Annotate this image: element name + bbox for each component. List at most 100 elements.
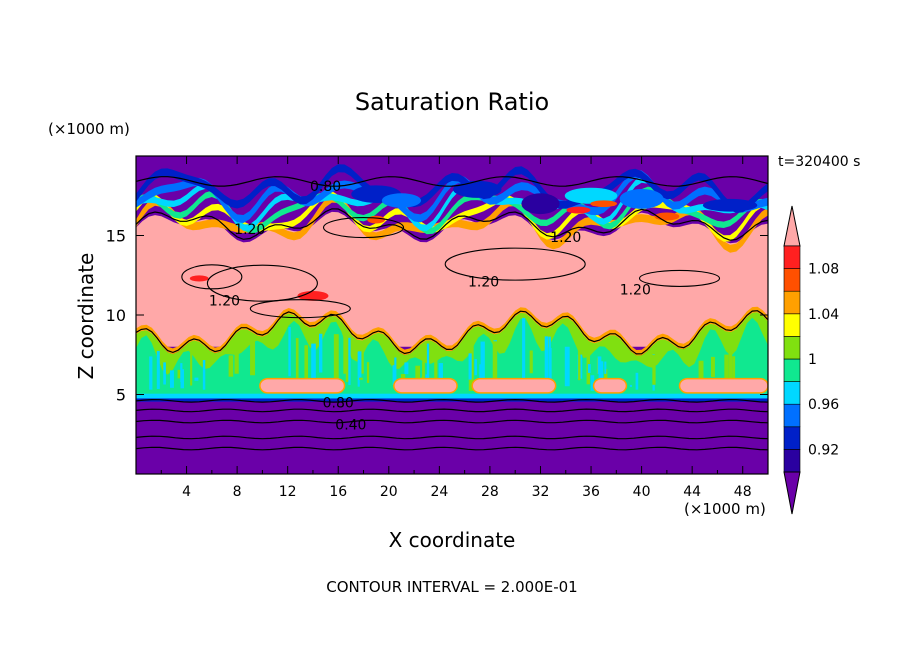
- convective-plume: [169, 370, 174, 388]
- convective-plume: [357, 351, 360, 387]
- contour-labels: 0.80 1.20 1.20 1.20 1.20 1.20 0.80 0.40: [209, 179, 651, 433]
- supersaturation-patch: [189, 275, 209, 282]
- convective-plume: [724, 354, 729, 389]
- colorbar-segment: [783, 290, 801, 315]
- convective-plume: [564, 346, 570, 387]
- convective-plume: [652, 355, 656, 385]
- supersaturation-patch: [297, 290, 329, 301]
- contour-label: 1.20: [620, 283, 651, 299]
- convective-plume: [604, 361, 607, 374]
- saturated-slab: [592, 377, 628, 394]
- cloud-layer-core: [136, 317, 768, 398]
- convective-plume: [479, 364, 484, 380]
- tropopause-band: [136, 186, 768, 235]
- colorbar-segment: [783, 403, 801, 428]
- humidity-patch: [381, 193, 422, 208]
- colorbar-segment: [783, 426, 801, 450]
- colorbar-segment: [783, 336, 801, 360]
- convective-plume: [202, 360, 206, 390]
- contour-line: [136, 435, 768, 440]
- convective-plume: [250, 334, 256, 376]
- convective-plume: [156, 350, 160, 389]
- cloud-top-edge: [136, 306, 768, 356]
- convective-plume: [468, 353, 472, 380]
- contour-label: 1.20: [550, 230, 581, 246]
- convective-plume: [190, 351, 193, 386]
- colorbar-segment: [783, 313, 801, 337]
- convective-plume: [635, 372, 639, 390]
- y-tick-label: 5: [116, 386, 126, 405]
- convective-plume: [529, 350, 533, 374]
- convective-plume: [343, 332, 348, 374]
- x-tick-label: 28: [481, 484, 499, 500]
- contour-line: [136, 176, 768, 187]
- saturated-slab: [393, 377, 458, 394]
- humidity-patch: [564, 187, 618, 204]
- convective-plume: [149, 356, 153, 390]
- convective-plume: [404, 362, 409, 375]
- contour-label: 1.20: [209, 294, 240, 310]
- convective-plume: [400, 374, 406, 378]
- convective-plume: [426, 343, 430, 380]
- colorbar-label: 1.04: [808, 307, 839, 323]
- convective-plume: [474, 359, 477, 376]
- contour-label: 0.80: [323, 395, 354, 411]
- colorbar-segment: [783, 381, 801, 405]
- colorbar-label: 0.96: [808, 397, 839, 413]
- supersaturation-patch: [367, 215, 386, 224]
- convective-plume: [422, 361, 425, 387]
- convective-plume: [492, 341, 498, 384]
- x-tick-label: 16: [329, 484, 347, 500]
- convective-plume: [304, 345, 309, 382]
- x-tick-label: 48: [734, 484, 752, 500]
- convective-plume: [548, 336, 551, 379]
- colorbar-segment: [783, 449, 801, 473]
- colorbar-over-arrow: [783, 205, 801, 247]
- colorbar-label: 1: [808, 352, 817, 368]
- supersaturation-patch: [566, 206, 591, 214]
- humidity-patch: [453, 180, 502, 198]
- convective-plume: [578, 340, 581, 381]
- convective-plume: [394, 357, 397, 384]
- convective-plume: [359, 377, 363, 380]
- convective-plume: [288, 327, 291, 377]
- contour-line: [136, 310, 768, 355]
- humidity-patch: [702, 198, 758, 212]
- convective-plume: [194, 377, 199, 381]
- x-tick-label: 8: [233, 484, 242, 500]
- chart-title: Saturation Ratio: [354, 88, 550, 116]
- y-tick-label: 15: [106, 227, 126, 246]
- convective-plume: [434, 353, 438, 380]
- contour-line: [136, 408, 768, 413]
- convective-plume: [392, 365, 395, 386]
- colorbar-under-arrow: [783, 471, 801, 515]
- saturated-slab: [678, 377, 768, 394]
- convective-plume: [710, 356, 715, 378]
- closed-contour: [206, 264, 318, 302]
- convective-plume: [598, 361, 604, 381]
- colorbar-label: 1.08: [808, 262, 839, 278]
- x-tick-label: 20: [380, 484, 398, 500]
- colorbar-label: 0.92: [808, 442, 839, 458]
- closed-contour: [444, 247, 586, 281]
- supersaturation-patch: [590, 200, 618, 208]
- plot-field: [136, 156, 768, 474]
- x-tick-label: 32: [532, 484, 550, 500]
- closed-contour: [638, 269, 721, 287]
- y-axis-unit: (×1000 m): [48, 120, 130, 138]
- y-tick-label: 10: [106, 306, 126, 325]
- convective-plume: [234, 351, 239, 374]
- convective-plume: [319, 333, 323, 373]
- colorbar-segment: [783, 245, 801, 269]
- convective-plume: [549, 347, 552, 390]
- convective-plume: [522, 317, 526, 380]
- contour-label: 0.40: [335, 418, 366, 434]
- convective-plume: [728, 341, 733, 384]
- contour-label: 0.80: [310, 179, 341, 195]
- x-tick-label: 24: [430, 484, 448, 500]
- convective-plume: [438, 363, 443, 392]
- convective-plume: [345, 345, 350, 382]
- closed-contour: [249, 299, 351, 319]
- convective-plume: [629, 384, 632, 387]
